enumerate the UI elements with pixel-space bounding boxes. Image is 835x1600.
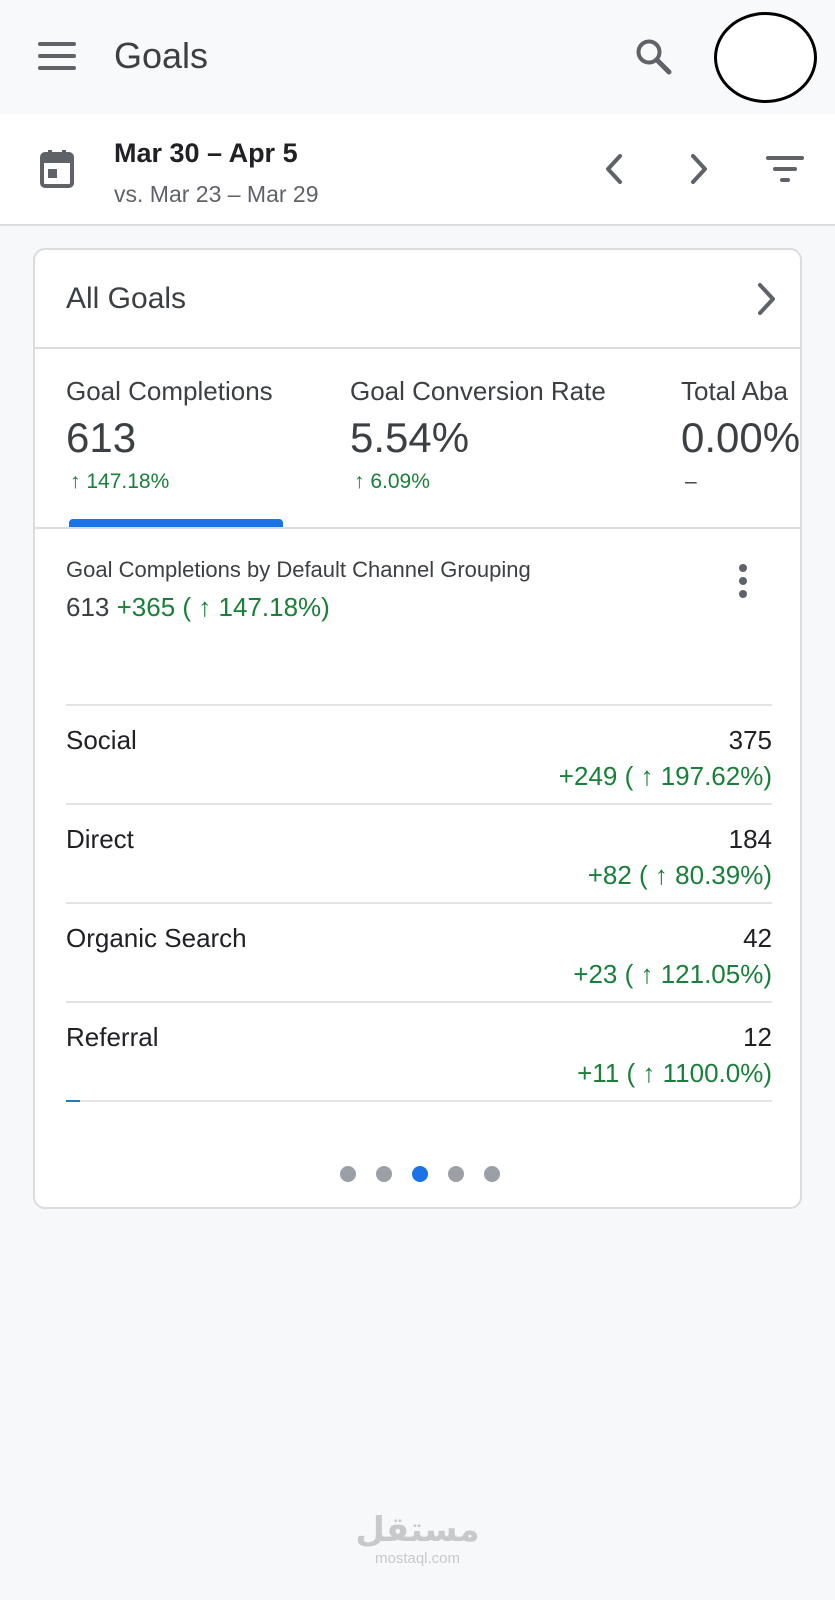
channel-change: +82 ( ↑ 80.39%) — [587, 860, 772, 890]
channel-name: Organic Search — [66, 923, 247, 953]
metric-tab-goal-conversion-rate[interactable]: Goal Conversion Rate 5.54% ↑ 6.09% — [350, 349, 650, 527]
page-title: Goals — [114, 35, 209, 76]
page-indicator — [35, 1166, 800, 1186]
channel-list: Social 375 +249 ( ↑ 197.62%) Direct 184 +82 (… — [66, 704, 772, 1102]
menu-icon[interactable] — [38, 42, 76, 70]
metric-change: ↑ 147.18% — [70, 470, 170, 493]
app-bar: Goals — [0, 0, 835, 114]
channel-row[interactable]: Social 375 +249 ( ↑ 197.62%) — [66, 704, 772, 805]
metric-value: 613 — [66, 414, 137, 461]
card-title: All Goals — [66, 282, 187, 315]
metric-tab-total-abandonment[interactable]: Total Aba 0.00% – — [681, 349, 801, 527]
page-dot[interactable] — [447, 1166, 464, 1182]
channel-row[interactable]: Referral 12 +11 ( ↑ 1100.0%) — [66, 1001, 772, 1102]
search-icon[interactable] — [634, 37, 674, 77]
page-dot[interactable] — [483, 1166, 500, 1182]
metric-label: Total Aba — [681, 376, 788, 406]
filter-icon[interactable] — [766, 154, 806, 184]
chevron-right-icon[interactable] — [751, 280, 781, 318]
metric-value: 0.00% — [681, 414, 801, 461]
channel-name: Direct — [66, 824, 134, 854]
metric-value: 5.54% — [350, 414, 470, 461]
compare-date-range: vs. Mar 23 – Mar 29 — [114, 181, 319, 207]
channel-change: +11 ( ↑ 1100.0%) — [577, 1058, 772, 1088]
avatar[interactable] — [714, 12, 817, 103]
breakdown-total-value: 613 — [66, 592, 110, 622]
date-range-bar: Mar 30 – Apr 5 vs. Mar 23 – Mar 29 — [0, 114, 835, 226]
page-dot[interactable] — [375, 1166, 392, 1182]
breakdown-total-change: +365 ( ↑ 147.18%) — [116, 592, 330, 622]
metric-tab-goal-completions[interactable]: Goal Completions 613 ↑ 147.18% — [66, 349, 366, 527]
metric-change: – — [685, 470, 697, 493]
page-dot[interactable] — [339, 1166, 356, 1182]
list-divider — [66, 1100, 772, 1102]
breakdown-title: Goal Completions by Default Channel Grou… — [66, 557, 531, 582]
breakdown-total: 613 +365 ( ↑ 147.18%) — [66, 590, 330, 624]
chevron-right-icon[interactable] — [683, 151, 713, 187]
metric-label: Goal Conversion Rate — [350, 376, 606, 406]
channel-name: Referral — [66, 1022, 159, 1052]
channel-value: 375 — [728, 725, 772, 755]
chevron-left-icon[interactable] — [600, 151, 630, 187]
channel-value: 12 — [743, 1022, 772, 1052]
channel-value: 42 — [743, 923, 772, 953]
active-tab-indicator — [69, 519, 283, 527]
metric-tabs: Goal Completions 613 ↑ 147.18% Goal Conv… — [35, 349, 801, 529]
channel-name: Social — [66, 725, 137, 755]
metric-change: ↑ 6.09% — [354, 470, 430, 493]
channel-share-bar — [66, 1100, 80, 1102]
channel-change: +249 ( ↑ 197.62%) — [558, 761, 772, 791]
calendar-icon[interactable] — [40, 150, 74, 188]
metric-label: Goal Completions — [66, 376, 273, 406]
card-header[interactable]: All Goals — [35, 250, 800, 349]
more-vert-icon[interactable] — [733, 562, 753, 602]
all-goals-card: All Goals Goal Completions 613 ↑ 147.18%… — [33, 248, 802, 1209]
page-dot[interactable] — [411, 1166, 428, 1182]
date-range[interactable]: Mar 30 – Apr 5 — [114, 138, 298, 168]
channel-row[interactable]: Direct 184 +82 ( ↑ 80.39%) — [66, 803, 772, 904]
channel-row[interactable]: Organic Search 42 +23 ( ↑ 121.05%) — [66, 902, 772, 1003]
channel-value: 184 — [728, 824, 772, 854]
channel-change: +23 ( ↑ 121.05%) — [573, 959, 772, 989]
watermark-logo: مستقل — [355, 1510, 480, 1550]
watermark-url: mostaql.com — [374, 1550, 461, 1567]
watermark: مستقل mostaql.com — [0, 1510, 835, 1568]
